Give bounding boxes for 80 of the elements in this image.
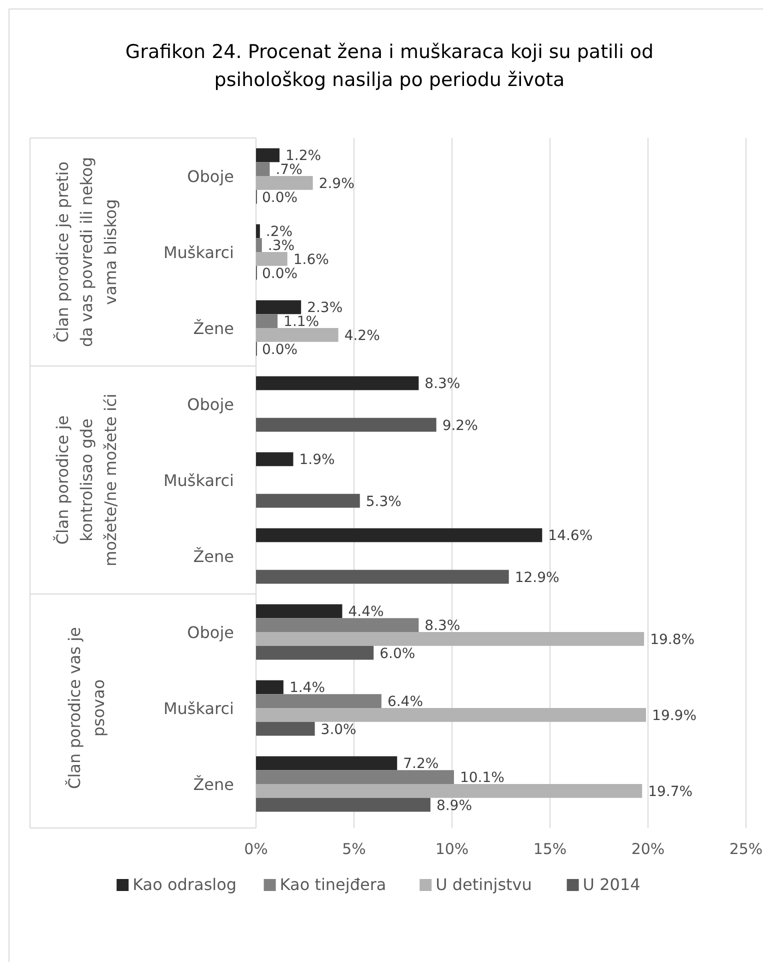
data-label: 0.0% [262,190,298,206]
bar [256,694,382,708]
data-label: 0.0% [262,266,298,282]
chart-title: Grafikon 24. Procenat žena i muškaraca koji su patili od psihološkog nasilja po periodu života [125,41,654,91]
bar [256,452,294,466]
data-label: 3.0% [320,722,356,738]
data-label: 1.4% [289,680,326,696]
text: Član porodice je kontrolisao gde možete/ne možete ići [53,394,120,566]
legend-label: Kao tinejđera [280,875,386,894]
bar [256,680,284,694]
data-label: 1.6% [293,252,329,268]
bar [256,494,360,508]
bar [256,604,342,618]
y-tick-label: Oboje [187,395,234,414]
data-label: 2.9% [318,176,354,192]
y-tick-label: Žene [193,547,234,566]
bar [256,646,374,660]
bar [256,632,644,646]
bar [256,238,262,252]
bar [256,784,642,798]
y-tick-label: Muškarci [163,471,234,490]
data-label: 6.4% [387,694,424,710]
bar [256,618,419,632]
x-tick-label: 15% [533,840,567,858]
data-label: 1.2% [286,148,322,164]
data-label: 6.0% [380,646,416,662]
data-label: 7.2% [403,756,439,772]
data-label: 0.0% [262,342,298,358]
data-label: 5.3% [366,494,402,510]
data-label: .2% [266,224,293,240]
y-tick-label: Muškarci [163,699,234,718]
text: Član porodice je pretio da vas povredi ili nekog vama bliskog [53,157,120,347]
bar [256,300,302,314]
bar [256,162,270,176]
text: Član porodice vas je psovao [65,627,108,789]
bar [256,148,280,162]
data-label: 8.3% [424,618,460,634]
bar [256,528,542,542]
bar [256,708,646,722]
legend-label: Kao odraslog [132,875,237,894]
bar [256,418,436,432]
data-label: 19.9% [652,708,697,724]
x-tick-label: 10% [435,840,469,858]
bar [256,252,288,266]
data-label: 2.3% [307,300,343,316]
bar [256,224,260,238]
data-label: 10.1% [460,770,504,786]
bar [256,176,313,190]
bar [256,756,398,770]
bar [256,770,454,784]
bar [256,314,278,328]
y-tick-label: Žene [193,775,234,794]
bar [256,328,338,342]
bar [256,722,315,736]
x-tick-label: 20% [631,840,665,858]
x-tick-label: 0% [244,840,268,858]
data-label: 8.9% [436,798,472,814]
data-label: 19.7% [648,784,693,800]
data-label: 14.6% [548,528,593,544]
data-label: 1.1% [284,314,320,330]
x-tick-label: 5% [342,840,366,858]
y-tick-label: Oboje [187,623,234,642]
data-label: 19.8% [650,632,695,648]
data-label: .7% [276,162,302,178]
data-label: .3% [268,238,295,254]
legend-label: U 2014 [582,875,640,894]
y-tick-label: Žene [193,319,234,338]
y-tick-label: Oboje [187,167,234,186]
data-label: 9.2% [442,418,478,434]
bar [256,570,509,584]
data-label: 12.9% [514,570,560,586]
bar [256,798,430,812]
data-label: 8.3% [424,376,460,392]
data-label: 4.2% [344,328,380,344]
data-label: 1.9% [299,452,335,468]
data-label: 4.4% [348,604,384,620]
y-tick-label: Muškarci [163,243,234,262]
bar [256,376,419,390]
legend-label: U detinjstvu [436,875,532,894]
x-tick-label: 25% [729,840,763,858]
